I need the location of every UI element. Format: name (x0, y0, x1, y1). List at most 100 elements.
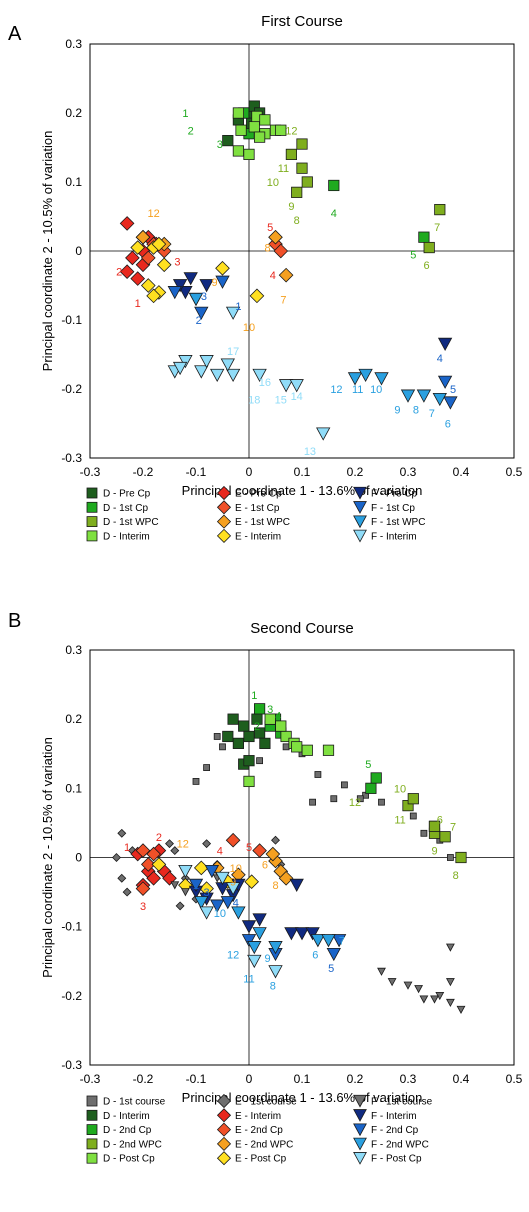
data-point (445, 943, 455, 952)
legend-marker (216, 528, 232, 543)
data-point (316, 427, 331, 441)
legend-label: E - 1st WPC (235, 517, 290, 528)
y-tick-label: -0.3 (61, 1058, 82, 1072)
data-point (215, 871, 230, 886)
point-label: 3 (140, 901, 146, 913)
legend-marker (216, 1136, 232, 1151)
data-point (219, 743, 226, 751)
point-label: 7 (339, 936, 345, 948)
data-point (301, 176, 313, 188)
x-tick-label: -0.3 (80, 465, 101, 479)
point-label: 2 (188, 125, 194, 137)
data-point (356, 795, 364, 803)
point-label: 13 (304, 446, 316, 458)
data-point (241, 920, 257, 934)
point-label: 4 (270, 270, 276, 282)
data-point (273, 243, 289, 259)
data-point (446, 854, 454, 861)
data-point (188, 292, 204, 307)
point-label: 10 (230, 863, 242, 875)
legend-label: F - 1st Cp (371, 503, 415, 514)
legend-label: D - Interim (103, 1111, 150, 1122)
legend-label: E - Post Cp (235, 1154, 287, 1165)
legend-label: E - Interim (235, 531, 281, 542)
data-point (199, 279, 214, 293)
data-point (378, 798, 385, 806)
point-label: 8 (272, 880, 278, 892)
data-point (215, 260, 230, 276)
data-point (282, 743, 290, 751)
x-tick-label: 0.3 (400, 1072, 417, 1086)
point-label: 2 (116, 267, 122, 279)
data-point (278, 267, 294, 283)
data-point (231, 906, 246, 920)
data-point (199, 355, 214, 369)
data-point (172, 361, 188, 376)
legend-marker (216, 1108, 232, 1123)
point-label: 7 (429, 408, 435, 420)
y-tick-label: 0.1 (65, 175, 82, 189)
legend-label: D - Pre Cp (103, 489, 151, 500)
data-point (130, 271, 146, 286)
y-tick-label: 0 (75, 851, 82, 865)
data-point (151, 857, 167, 872)
data-point (170, 846, 180, 856)
point-label: 9 (394, 405, 400, 417)
data-point (289, 379, 304, 393)
data-point (225, 882, 241, 896)
x-tick-label: 0.5 (506, 1072, 523, 1086)
data-point (419, 995, 429, 1004)
legend-marker (353, 515, 367, 529)
data-point (437, 337, 453, 351)
point-label: 12 (285, 125, 297, 137)
data-point (203, 764, 211, 771)
point-label: 1 (251, 690, 257, 702)
x-tick-label: 0.1 (294, 1072, 311, 1086)
data-point (167, 286, 182, 300)
data-point (140, 278, 156, 293)
data-point (162, 870, 177, 886)
data-point (275, 124, 287, 136)
data-point (243, 775, 255, 788)
point-label: 5 (246, 842, 252, 854)
legend-marker (86, 530, 98, 542)
data-point (310, 934, 326, 948)
point-label: 8 (264, 243, 270, 255)
legend-label: D - Interim (103, 531, 150, 542)
point-label: 3 (204, 887, 210, 899)
point-label: 9 (431, 846, 437, 858)
legend-label: F - 1st course (371, 1097, 433, 1108)
data-point (225, 832, 241, 848)
data-point (289, 878, 304, 892)
point-label: 2 (156, 832, 162, 844)
legend-marker (86, 487, 98, 499)
data-point (437, 375, 453, 389)
legend-label: F - 2nd Cp (371, 1125, 419, 1136)
legend-label: E - 2nd WPC (235, 1139, 293, 1150)
data-point (305, 927, 320, 941)
x-tick-label: 0.1 (294, 465, 311, 479)
data-point (265, 846, 281, 862)
legend-label: E - 1st course (235, 1097, 297, 1108)
x-tick-label: 0.4 (453, 1072, 470, 1086)
data-point (409, 812, 417, 820)
y-tick-label: 0.2 (65, 712, 82, 726)
data-point (210, 899, 225, 913)
data-point (321, 934, 336, 948)
data-point (117, 828, 127, 838)
data-point (275, 720, 287, 732)
point-label: 16 (259, 377, 271, 389)
data-point (374, 372, 389, 386)
point-label: 7 (280, 294, 286, 306)
data-point (248, 121, 260, 133)
point-label: 8 (413, 405, 419, 417)
data-point (225, 306, 241, 320)
data-point (210, 368, 225, 383)
data-point (252, 368, 267, 383)
point-label: 3 (174, 256, 180, 268)
x-tick-label: 0.2 (347, 1072, 364, 1086)
data-point (204, 864, 220, 879)
point-label: 9 (264, 953, 270, 965)
legend-marker (216, 1122, 232, 1137)
